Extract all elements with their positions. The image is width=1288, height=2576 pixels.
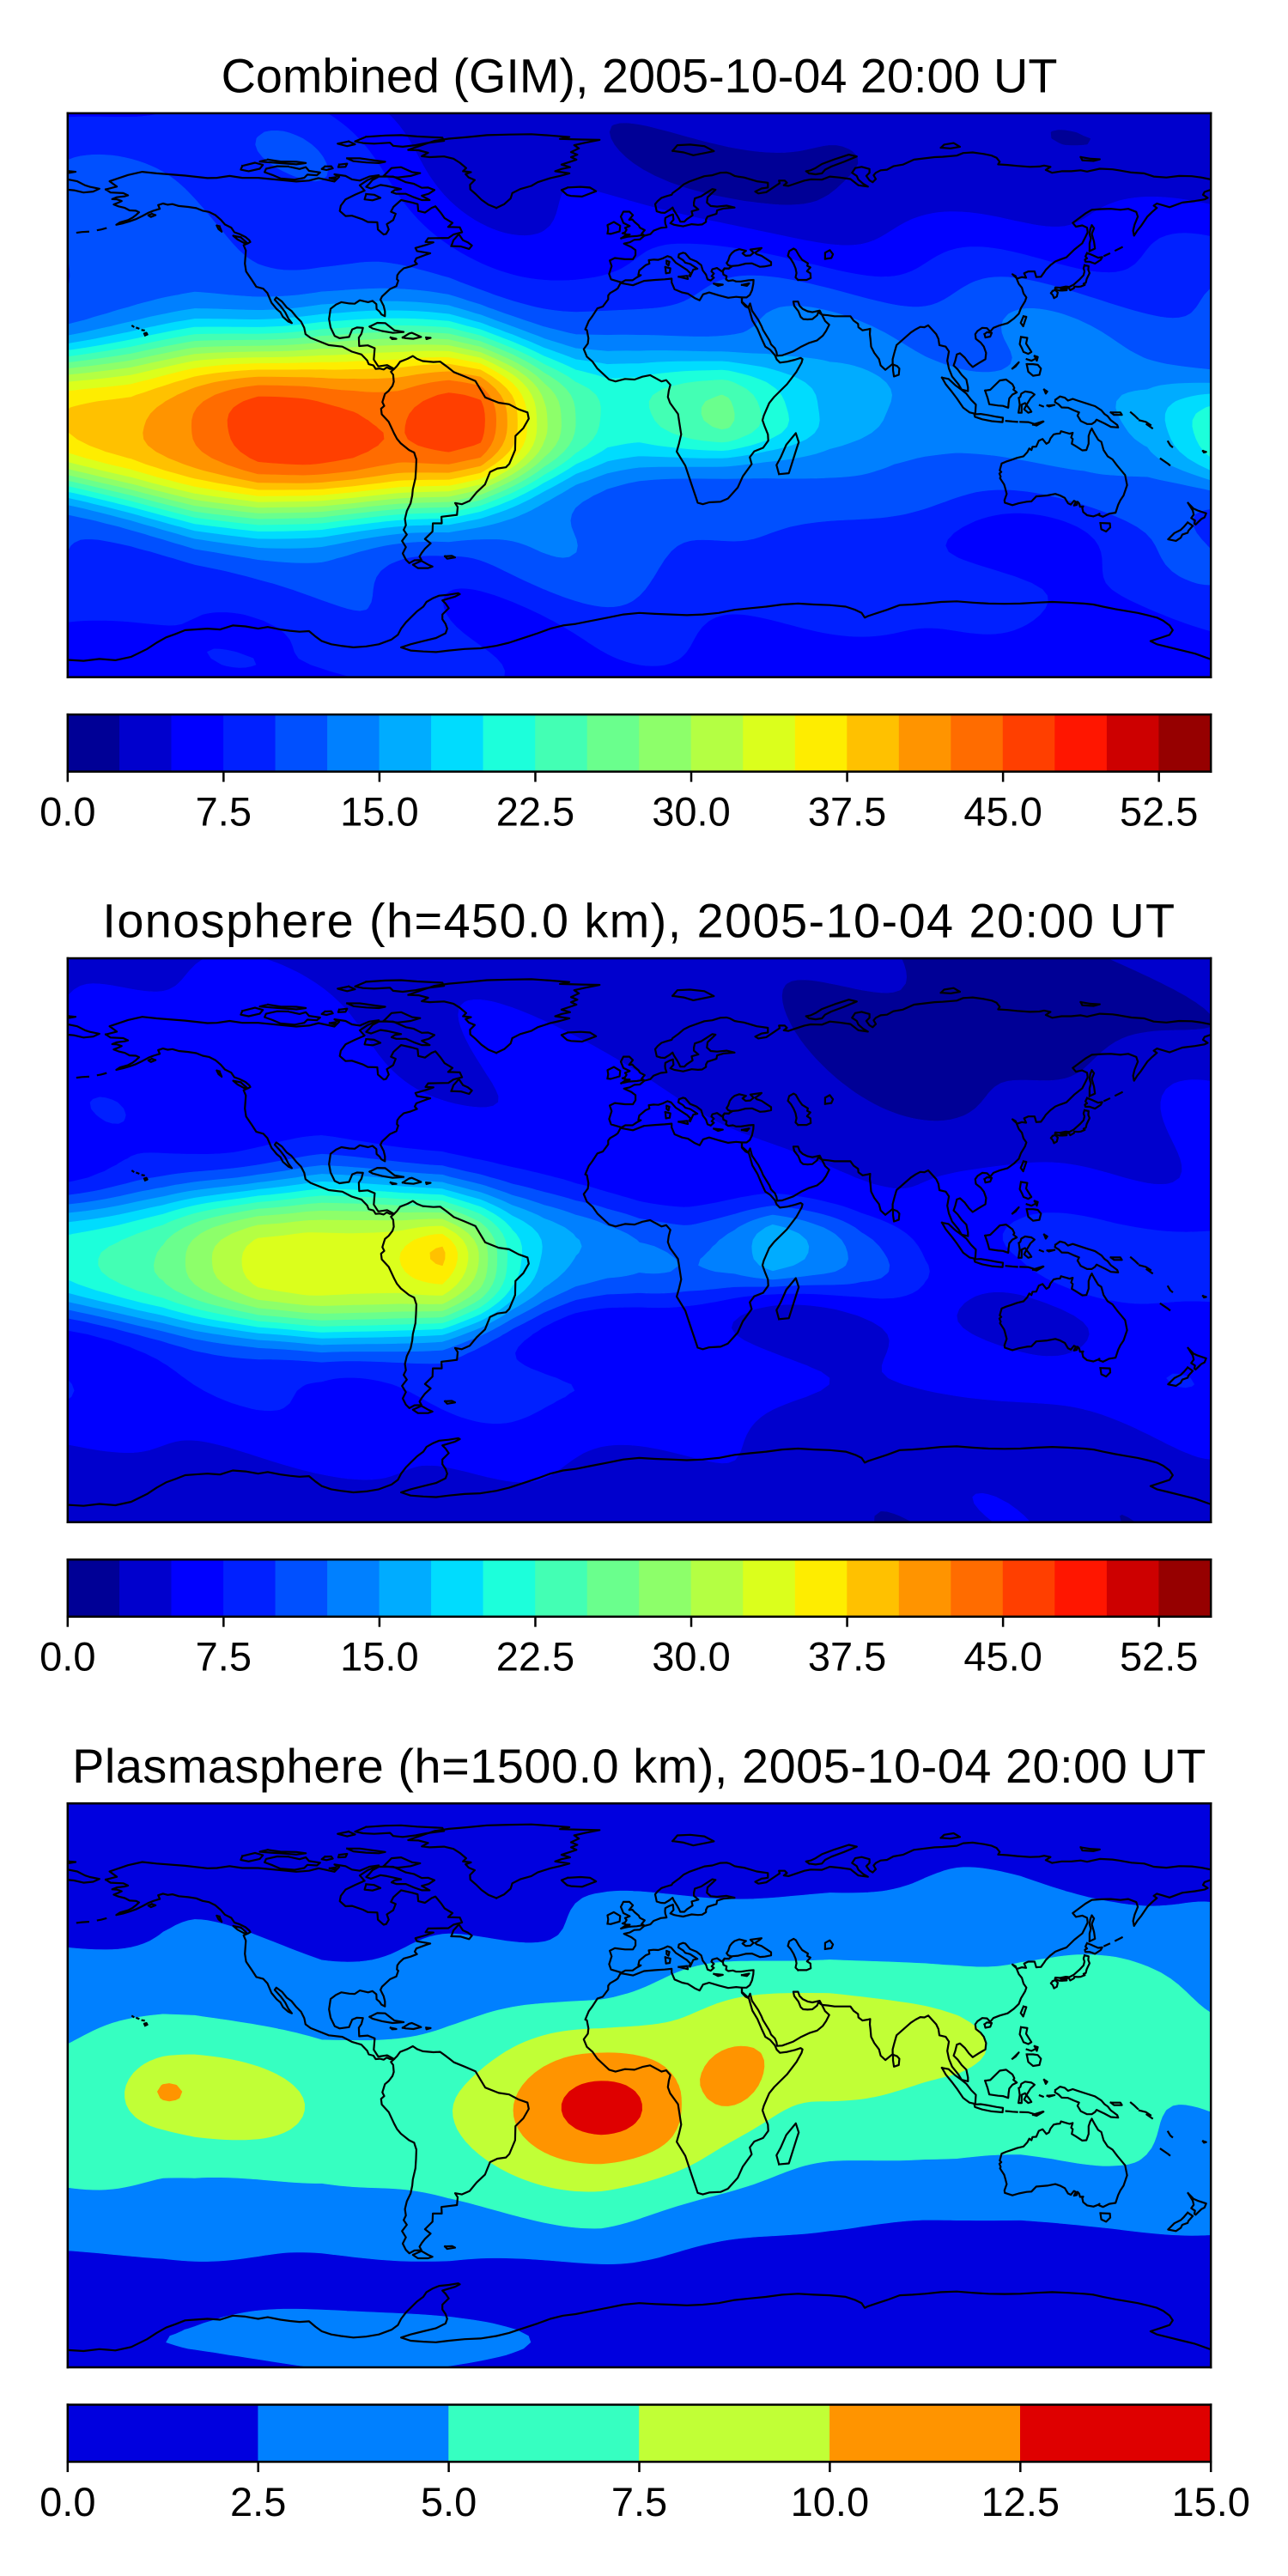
svg-text:12.5: 12.5	[981, 2479, 1060, 2524]
svg-text:52.5: 52.5	[1120, 789, 1198, 835]
svg-text:22.5: 22.5	[496, 1634, 574, 1680]
svg-text:45.0: 45.0	[963, 1634, 1042, 1680]
svg-text:5.0: 5.0	[421, 2479, 477, 2524]
svg-text:0.0: 0.0	[39, 2479, 95, 2524]
svg-text:0.0: 0.0	[39, 1634, 95, 1680]
svg-text:Combined (GIM), 2005-10-04 20:: Combined (GIM), 2005-10-04 20:00 UT	[222, 49, 1058, 103]
svg-text:2.5: 2.5	[230, 2479, 286, 2524]
svg-text:30.0: 30.0	[652, 789, 730, 835]
svg-text:22.5: 22.5	[496, 789, 574, 835]
svg-text:15.0: 15.0	[340, 1634, 418, 1680]
svg-text:Plasmasphere (h=1500.0 km), 20: Plasmasphere (h=1500.0 km), 2005-10-04 2…	[72, 1739, 1206, 1793]
svg-text:7.5: 7.5	[611, 2479, 667, 2524]
svg-text:Ionosphere (h=450.0 km), 2005: Ionosphere (h=450.0 km), 2005-10-04 20:0…	[102, 894, 1176, 948]
svg-text:10.0: 10.0	[791, 2479, 869, 2524]
svg-text:15.0: 15.0	[1171, 2479, 1249, 2524]
svg-text:30.0: 30.0	[652, 1634, 730, 1680]
svg-text:15.0: 15.0	[340, 789, 418, 835]
svg-text:45.0: 45.0	[963, 789, 1042, 835]
svg-text:37.5: 37.5	[808, 789, 886, 835]
svg-text:37.5: 37.5	[808, 1634, 886, 1680]
svg-text:7.5: 7.5	[196, 1634, 252, 1680]
svg-text:0.0: 0.0	[39, 789, 95, 835]
svg-text:7.5: 7.5	[196, 789, 252, 835]
svg-text:52.5: 52.5	[1120, 1634, 1198, 1680]
